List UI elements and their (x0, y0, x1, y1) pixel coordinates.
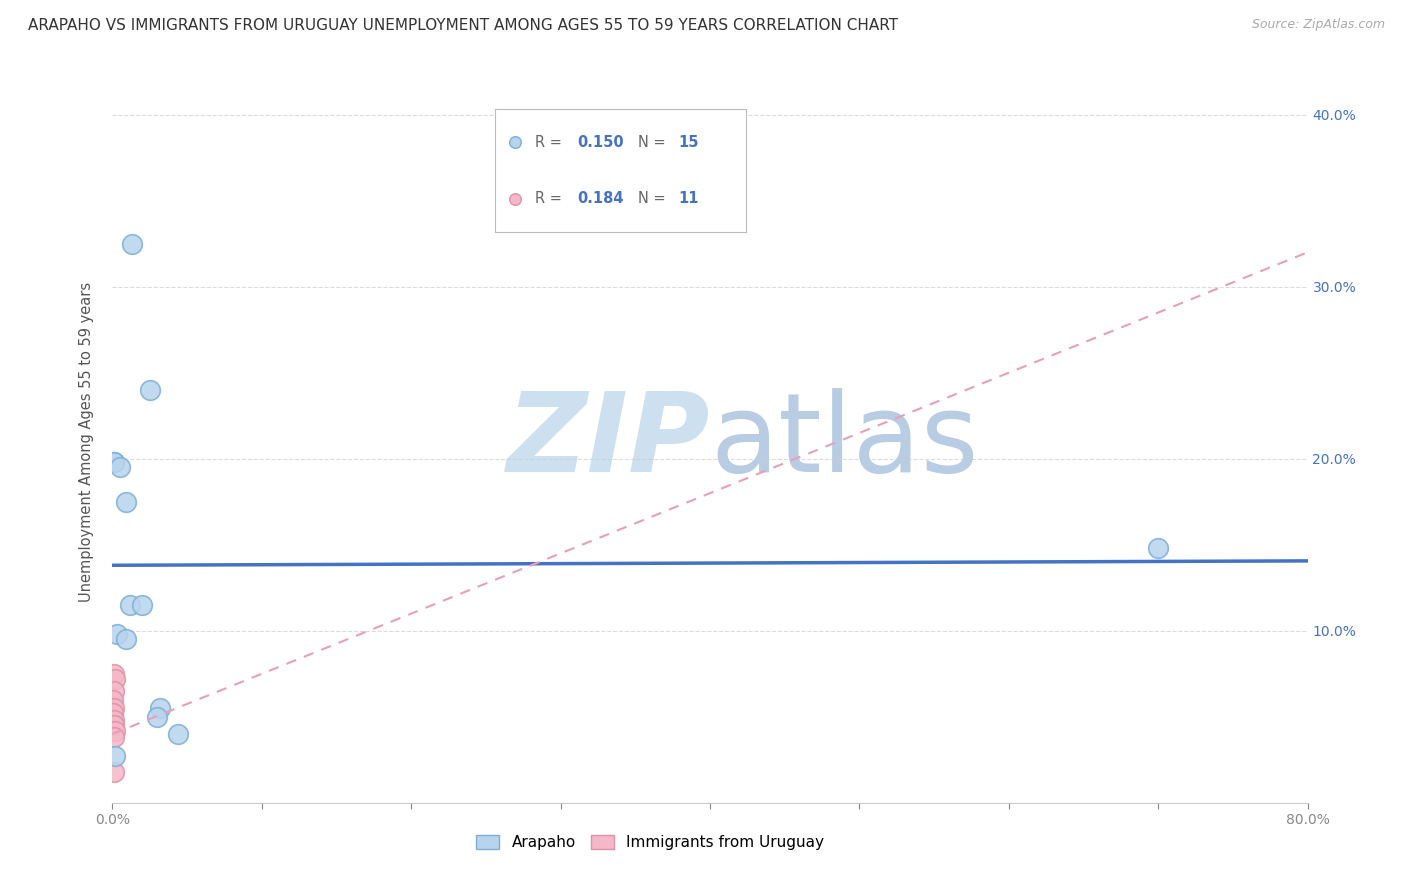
Point (108, 460, 131, 475)
Point (1147, 541, 1170, 556)
Point (103, 692, 125, 706)
Point (103, 713, 125, 727)
Point (149, 701, 172, 715)
Point (103, 455, 125, 469)
Text: ARAPAHO VS IMMIGRANTS FROM URUGUAY UNEMPLOYMENT AMONG AGES 55 TO 59 YEARS CORREL: ARAPAHO VS IMMIGRANTS FROM URUGUAY UNEMP… (28, 18, 898, 33)
Y-axis label: Unemployment Among Ages 55 to 59 years: Unemployment Among Ages 55 to 59 years (79, 282, 94, 601)
Point (120, 598, 142, 612)
Point (131, 598, 153, 612)
Text: atlas: atlas (710, 388, 979, 495)
Point (103, 764, 125, 779)
Point (103, 701, 125, 715)
Point (103, 718, 125, 732)
Text: ZIP: ZIP (506, 388, 710, 495)
Point (121, 236, 143, 251)
Legend: Arapaho, Immigrants from Uruguay: Arapaho, Immigrants from Uruguay (470, 830, 831, 856)
Point (115, 494, 138, 508)
Point (103, 706, 125, 721)
Point (146, 710, 169, 724)
Point (103, 684, 125, 698)
Point (139, 383, 162, 397)
Point (104, 672, 127, 686)
Point (103, 731, 125, 745)
Point (105, 627, 128, 641)
Point (104, 723, 127, 738)
Point (104, 749, 127, 764)
Point (103, 666, 125, 681)
Point (103, 455, 125, 469)
Point (167, 727, 190, 741)
Text: Source: ZipAtlas.com: Source: ZipAtlas.com (1251, 18, 1385, 31)
Point (115, 632, 138, 647)
